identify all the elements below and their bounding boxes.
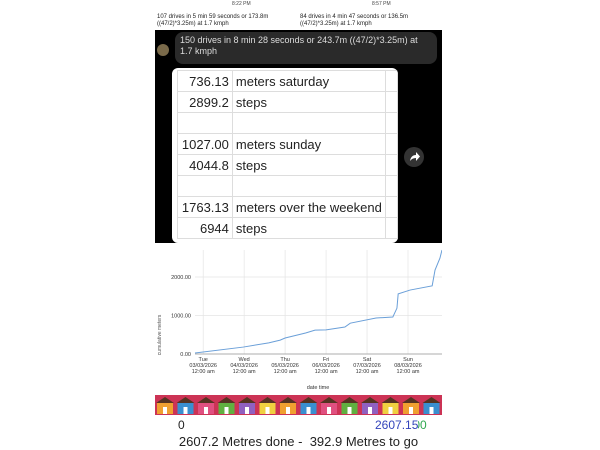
cell-empty <box>231 175 386 197</box>
table-row <box>177 112 398 134</box>
table-row <box>177 175 398 197</box>
progress-current: 2607.15 <box>375 418 419 432</box>
y-tick-label: 1000.00 <box>171 313 191 319</box>
door <box>163 407 167 414</box>
door <box>347 407 352 414</box>
roof <box>197 397 215 403</box>
roof <box>299 397 318 403</box>
x-tick-label: Wed 04/03/2026 12:00 am <box>230 357 258 375</box>
data-line <box>194 249 442 354</box>
x-axis-label: date time <box>307 385 330 391</box>
table-row: 6944 steps <box>177 217 398 239</box>
message-text: 84 drives in 4 min 47 seconds or 136.5m … <box>300 14 409 27</box>
x-tick-label: Fri 06/03/2026 12:00 am <box>312 357 340 375</box>
cell-number: 1763.13 <box>177 196 233 218</box>
cell-text: steps <box>231 91 386 113</box>
y-axis-label: cumulative meters <box>157 314 163 355</box>
cell-empty <box>231 112 386 134</box>
door <box>245 407 249 414</box>
cell-empty <box>177 175 233 197</box>
table-row: 736.13 meters saturday <box>177 70 398 92</box>
table-image: 736.13 meters saturday 2899.2 steps 1027.00 m… <box>172 68 398 243</box>
y-tick-label: 0.00 <box>180 352 191 358</box>
cell-number: 1027.00 <box>177 133 233 155</box>
cell-number: 2899.2 <box>177 91 233 113</box>
cell-number: 4044.8 <box>177 154 233 176</box>
x-tick-label: Tue 03/03/2026 12:00 am <box>189 357 217 375</box>
cell-empty <box>384 91 398 113</box>
roof <box>340 397 359 403</box>
door <box>265 407 270 414</box>
cell-empty <box>384 70 398 92</box>
door <box>183 407 188 414</box>
cell-number: 6944 <box>177 217 233 239</box>
y-tick-label: 2000.00 <box>171 275 191 281</box>
roof <box>279 397 297 403</box>
status-time: 8:22 PM <box>232 1 251 7</box>
cell-empty <box>384 133 398 155</box>
table-row: 1763.13 meters over the weekend <box>177 196 398 218</box>
message-text: 107 drives in 5 min 59 seconds or 173.8m… <box>157 14 269 27</box>
x-tick-label: Sun 08/03/2026 12:00 am <box>394 357 422 375</box>
door <box>286 407 290 414</box>
avatar[interactable] <box>157 44 169 56</box>
cell-text: meters saturday <box>231 70 386 92</box>
door <box>204 407 208 414</box>
share-icon <box>410 152 420 161</box>
roof <box>422 397 441 403</box>
table-row: 1027.00 meters sunday <box>177 133 398 155</box>
roof <box>258 397 277 403</box>
door <box>224 407 229 414</box>
roof <box>361 397 379 403</box>
door <box>429 407 434 414</box>
roof <box>217 397 236 403</box>
chart: cumulative meters date time 0.00 1000.00 2… <box>157 249 442 391</box>
cell-text: meters over the weekend <box>231 196 386 218</box>
table-row: 4044.8 steps <box>177 154 398 176</box>
roof <box>320 397 338 403</box>
cell-empty <box>384 112 398 134</box>
progress-strip <box>155 395 442 415</box>
cell-empty <box>177 112 233 134</box>
cell-number: 736.13 <box>177 70 233 92</box>
cell-empty <box>384 196 398 218</box>
door <box>306 407 311 414</box>
cell-text: meters sunday <box>231 133 386 155</box>
table: 736.13 meters saturday 2899.2 steps 1027.00 m… <box>177 70 398 239</box>
x-tick-label: Sat 07/03/2026 12:00 am <box>353 357 381 375</box>
progress-start: 0 <box>178 418 185 432</box>
cell-empty <box>384 175 398 197</box>
share-button[interactable] <box>404 147 424 167</box>
door <box>388 407 393 414</box>
door <box>327 407 331 414</box>
table-row: 2899.2 steps <box>177 91 398 113</box>
door <box>409 407 413 414</box>
door <box>368 407 372 414</box>
roof <box>402 397 420 403</box>
cell-text: steps <box>231 154 386 176</box>
roof <box>238 397 256 403</box>
roof <box>381 397 400 403</box>
roof <box>176 397 195 403</box>
chat-message: 150 drives in 8 min 28 seconds or 243.7m… <box>175 32 437 64</box>
cell-empty <box>384 217 398 239</box>
cell-empty <box>384 154 398 176</box>
progress-summary: 2607.2 Metres done - 392.9 Metres to go <box>178 434 419 449</box>
x-tick-label: Thu 05/03/2026 12:00 am <box>271 357 299 375</box>
status-time: 8:57 PM <box>372 1 391 7</box>
roof <box>156 397 174 403</box>
cell-text: steps <box>231 217 386 239</box>
